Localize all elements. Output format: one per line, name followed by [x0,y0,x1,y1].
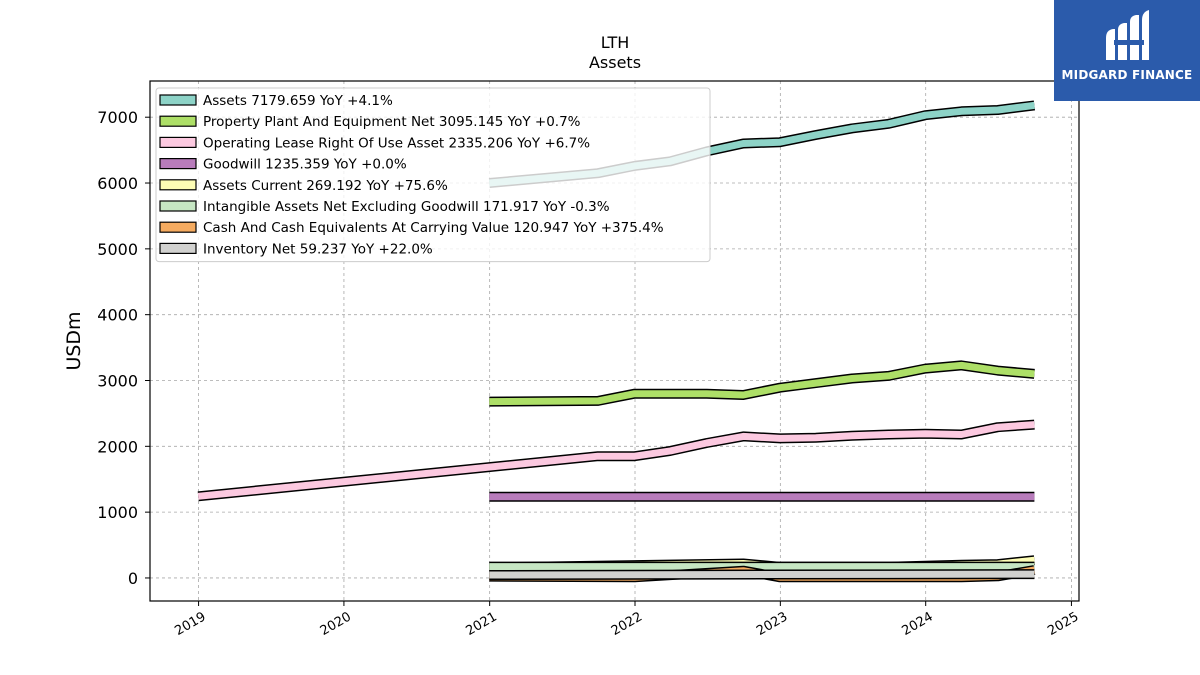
y-tick-label: 5000 [97,240,138,259]
legend-swatch [159,200,197,212]
legend-label: Property Plant And Equipment Net 3095.14… [203,114,581,130]
chart-subtitle: Assets [589,53,641,72]
legend-label: Intangible Assets Net Excluding Goodwill… [203,199,610,215]
legend-swatch [159,221,197,233]
axes: 0 1000 2000 3000 4000 5000 6000 7000 2019 2020 202… [97,108,1081,639]
legend-label: Operating Lease Right Of Use Asset 2335.… [203,135,590,151]
plot-frame [149,80,1080,602]
legend-item: Intangible Assets Net Excluding Goodwill… [159,199,610,215]
legend-swatch [159,242,197,254]
legend-item: Goodwill 1235.359 YoY +0.0% [159,157,407,173]
brand-logo: MIDGARD FINANCE [1054,0,1200,101]
series-line-outline [489,360,1035,407]
legend-item: Cash And Cash Equivalents At Carrying Va… [159,220,664,236]
legend-label: Assets Current 269.192 YoY +75.6% [203,178,448,194]
y-axis-label: USDm [63,311,85,370]
brand-name: MIDGARD FINANCE [1061,68,1193,82]
series-line [489,361,1035,406]
y-tick-label: 3000 [97,371,138,390]
brand-logo-icon [1106,10,1149,60]
series-line [197,421,1035,500]
legend-item: Assets 7179.659 YoY +4.1% [159,93,393,109]
y-tick-label: 1000 [97,503,138,522]
legend-swatch [159,136,197,148]
legend: Assets 7179.659 YoY +4.1% Property Plant … [155,87,711,263]
x-tick-label: 2023 [754,609,790,639]
y-tick-label: 2000 [97,437,138,456]
chart-title: LTH [601,33,630,52]
y-tick-label: 4000 [97,306,138,325]
legend-swatch [159,94,197,106]
legend-box [155,87,711,263]
x-tick-label: 2025 [1045,609,1081,639]
legend-item: Operating Lease Right Of Use Asset 2335.… [159,135,590,151]
y-tick-label: 6000 [97,174,138,193]
legend-label: Cash And Cash Equivalents At Carrying Va… [203,220,664,236]
x-tick-label: 2024 [900,609,936,639]
legend-label: Assets 7179.659 YoY +4.1% [203,93,393,109]
legend-item: Property Plant And Equipment Net 3095.14… [159,114,581,130]
legend-item: Inventory Net 59.237 YoY +22.0% [159,241,433,257]
x-tick-label: 2020 [318,609,354,639]
y-tick-label: 0 [128,569,138,588]
x-tick-label: 2019 [172,609,208,639]
series-inventory-net [489,569,1035,580]
series-line [489,570,1035,579]
legend-swatch [159,158,197,170]
x-tick-label: 2022 [609,609,645,639]
x-tick-label: 2021 [464,609,500,639]
series-operating-lease-right-of-use-asset [197,419,1035,502]
legend-swatch [159,179,197,191]
legend-item: Assets Current 269.192 YoY +75.6% [159,178,448,194]
legend-label: Inventory Net 59.237 YoY +22.0% [203,241,433,257]
series-property-plant-and-equipment-net [489,360,1035,407]
legend-label: Goodwill 1235.359 YoY +0.0% [203,157,407,173]
y-tick-label: 7000 [97,108,138,127]
legend-swatch [159,115,197,127]
